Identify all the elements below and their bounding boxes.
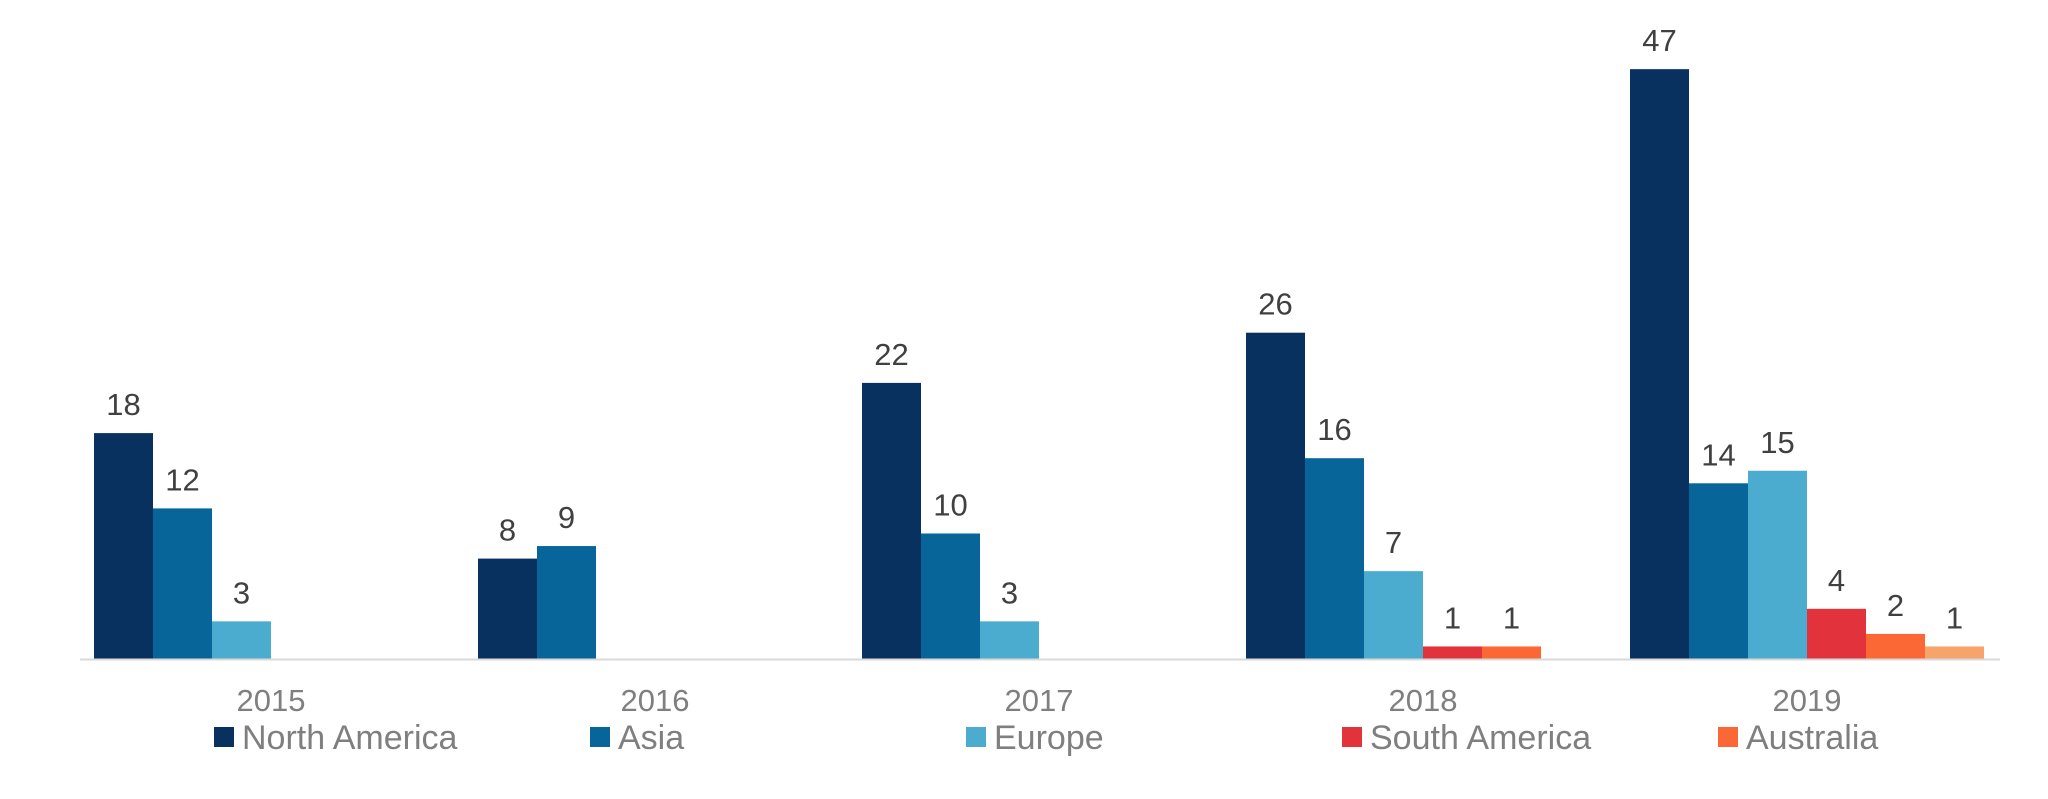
data-label-north-america-2016: 8	[499, 513, 516, 548]
data-label-europe-2015: 3	[233, 575, 250, 610]
data-label-asia-2018: 16	[1317, 412, 1351, 447]
bar-europe-2019	[1748, 470, 1807, 659]
x-tick-label-2018: 2018	[1389, 683, 1458, 718]
bar-australia-2019	[1866, 633, 1925, 659]
legend-swatch-asia	[590, 727, 610, 747]
legend-label-australia: Australia	[1746, 719, 1878, 757]
bar-asia-2018	[1305, 458, 1364, 659]
x-tick-label-2019: 2019	[1773, 683, 1842, 718]
data-label-europe-2019: 15	[1760, 425, 1794, 460]
bar-south-america-2019	[1807, 608, 1866, 659]
bar-north-america-2017	[862, 382, 921, 659]
data-label-australia-2018: 1	[1503, 600, 1520, 635]
bar-europe-2017	[980, 621, 1039, 659]
bar-australia-2018	[1482, 646, 1541, 659]
bar-europe-2018	[1364, 571, 1423, 659]
data-label-north-america-2018: 26	[1258, 287, 1292, 322]
data-label-south-america-2018: 1	[1444, 600, 1461, 635]
bar-africa-2019	[1925, 646, 1984, 659]
data-label-south-america-2019: 4	[1828, 563, 1845, 598]
bar-asia-2019	[1689, 483, 1748, 659]
data-label-europe-2017: 3	[1001, 575, 1018, 610]
bar-north-america-2018	[1246, 332, 1305, 659]
data-label-north-america-2019: 47	[1642, 23, 1676, 58]
legend-swatch-north-america	[214, 727, 234, 747]
legend-label-asia: Asia	[618, 719, 684, 757]
bar-asia-2016	[537, 546, 596, 659]
x-tick-label-2017: 2017	[1005, 683, 1074, 718]
x-tick-label-2015: 2015	[237, 683, 306, 718]
bar-north-america-2016	[478, 558, 537, 659]
data-label-asia-2019: 14	[1701, 437, 1735, 472]
data-label-north-america-2017: 22	[874, 337, 908, 372]
legend-swatch-europe	[966, 727, 986, 747]
legend-label-north-america: North America	[242, 719, 457, 757]
bar-asia-2015	[153, 508, 212, 659]
data-labels-layer: 18 12 3 8 9 22 10 3 26 16 7 1 1 47 14 15 4 2 1	[106, 23, 1963, 635]
legend-swatch-south-america	[1342, 727, 1362, 747]
bar-north-america-2019	[1630, 69, 1689, 659]
legend-label-europe: Europe	[994, 719, 1104, 757]
legend-label-south-america: South America	[1370, 719, 1591, 757]
data-label-europe-2018: 7	[1385, 525, 1402, 560]
data-label-asia-2016: 9	[558, 500, 575, 535]
x-tick-labels-layer: 2015 2016 2017 2018 2019	[237, 683, 1842, 718]
legend: North America Asia Europe South America Aust…	[214, 719, 1878, 757]
bar-north-america-2015	[94, 433, 153, 659]
data-label-africa-2019: 1	[1946, 600, 1963, 635]
data-label-north-america-2015: 18	[106, 387, 140, 422]
data-label-australia-2019: 2	[1887, 588, 1904, 623]
data-label-asia-2017: 10	[933, 488, 967, 523]
bar-asia-2017	[921, 533, 980, 659]
data-label-asia-2015: 12	[165, 462, 199, 497]
bar-south-america-2018	[1423, 646, 1482, 659]
bars-layer	[94, 69, 1984, 659]
legend-swatch-australia	[1718, 727, 1738, 747]
bar-europe-2015	[212, 621, 271, 659]
x-tick-label-2016: 2016	[621, 683, 690, 718]
